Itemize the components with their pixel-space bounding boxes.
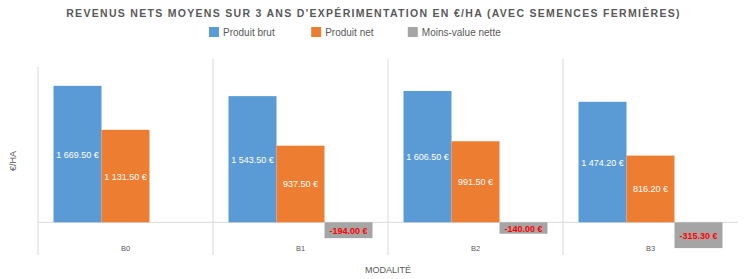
category-divider — [563, 59, 564, 255]
data-label: 937.50 € — [283, 179, 318, 189]
bar — [452, 141, 500, 222]
legend-label: Moins-value nette — [422, 27, 501, 38]
data-label: 1 669.50 € — [56, 150, 99, 160]
data-label: -315.30 € — [679, 231, 717, 241]
legend-swatch — [311, 27, 321, 37]
bar — [229, 96, 277, 222]
bar — [579, 102, 627, 222]
data-label: 1 543.50 € — [231, 155, 274, 165]
category-divider — [388, 59, 389, 255]
legend-swatch — [209, 27, 219, 37]
bar — [325, 222, 373, 238]
bar — [627, 156, 675, 223]
bar — [102, 130, 150, 222]
data-label: 1 131.50 € — [104, 172, 147, 182]
data-label: 991.50 € — [458, 177, 493, 187]
bar — [277, 146, 325, 223]
bar — [675, 222, 723, 248]
category-divider — [213, 59, 214, 255]
x-axis-label: MODALITÉ — [365, 265, 411, 275]
x-tick-label: B2 — [471, 244, 480, 253]
data-label: -194.00 € — [329, 226, 367, 236]
x-tick-label: B1 — [296, 244, 305, 253]
bar — [404, 91, 452, 222]
chart: REVENUS NETS MOYENS SUR 3 ANS D'EXPÉRIME… — [0, 0, 747, 279]
bar — [54, 86, 102, 222]
y-axis-line — [38, 67, 39, 255]
data-label: 816.20 € — [633, 184, 668, 194]
data-label: 1 606.50 € — [406, 152, 449, 162]
legend: Produit brut Produit net Moins-value nette — [209, 27, 501, 38]
data-label: -140.00 € — [504, 224, 542, 234]
legend-label: Produit net — [325, 27, 374, 38]
y-axis-label: €/HA — [8, 151, 18, 171]
bars — [54, 86, 723, 248]
legend-label: Produit brut — [223, 27, 275, 38]
legend-swatch — [408, 27, 418, 37]
data-label: 1 474.20 € — [581, 158, 624, 168]
title: REVENUS NETS MOYENS SUR 3 ANS D'EXPÉRIME… — [66, 7, 681, 19]
data-labels: 1 669.50 € 1 131.50 € 1 543.50 € 937.50 € -1… — [56, 150, 717, 241]
x-tick-label: B3 — [646, 244, 655, 253]
bar — [500, 222, 548, 233]
x-tick-label: B0 — [121, 244, 130, 253]
